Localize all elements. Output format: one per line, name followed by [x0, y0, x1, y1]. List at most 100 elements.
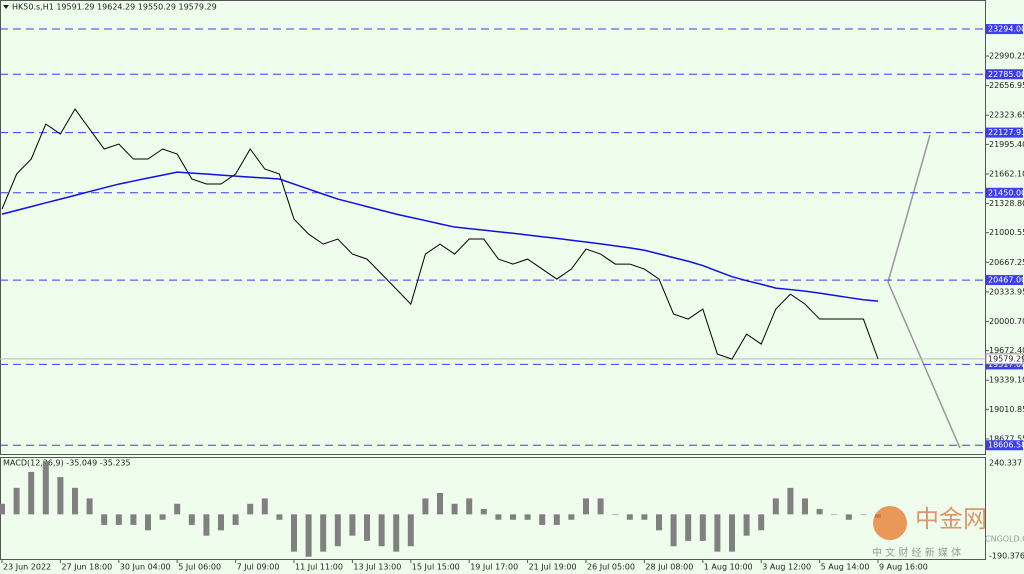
x-tick-label: 19 Jul 17:00 [470, 563, 518, 572]
macd-bar [115, 514, 122, 525]
macd-bar [0, 503, 5, 515]
x-tick-label: 9 Aug 16:00 [879, 563, 928, 572]
x-tick-label: 1 Aug 10:00 [704, 563, 753, 572]
x-tick-label: 13 Jul 13:00 [353, 563, 401, 572]
macd-bar [670, 514, 677, 547]
watermark-brand: 中金网 [915, 505, 987, 533]
level-box [986, 359, 1023, 370]
y-tick-label: 20667.25 [989, 258, 1024, 267]
y-tick-label: 22990.25 [989, 52, 1024, 61]
macd-bar [57, 477, 64, 515]
macd-bar [291, 514, 297, 552]
macd-bar [451, 503, 458, 515]
macd-bar [626, 514, 633, 520]
macd-bar [422, 498, 429, 515]
macd-bar [145, 514, 151, 531]
macd-bar [787, 487, 794, 515]
x-tick-label: 3 Aug 12:00 [762, 563, 811, 572]
macd-bar [845, 514, 852, 520]
macd-bar [188, 514, 195, 525]
macd-bar [524, 514, 531, 520]
level-box [986, 440, 1023, 451]
macd-bar [320, 514, 327, 552]
y-tick-label: -190.376 [989, 552, 1024, 561]
y-tick-label: 19010.85 [989, 405, 1024, 414]
macd-bar [743, 514, 750, 536]
macd-bar [305, 514, 312, 557]
level-label: 23294.00 [988, 25, 1024, 34]
macd-bar [729, 514, 735, 552]
x-tick-label: 5 Jul 06:00 [178, 563, 221, 572]
y-tick-label: 21662.10 [989, 169, 1024, 178]
level-box [986, 127, 1023, 138]
macd-bar [583, 498, 589, 515]
macd-bar [641, 514, 648, 520]
watermark-logo [873, 506, 907, 540]
y-tick-label: 21000.55 [989, 228, 1024, 237]
y-tick-label: 240.337 [989, 459, 1022, 468]
macd-bar [393, 514, 400, 552]
macd-bar [13, 487, 20, 515]
macd-bar [656, 514, 662, 531]
macd-bar [758, 514, 765, 531]
macd-bar [203, 514, 210, 536]
macd-bar [334, 514, 341, 547]
macd-bar [553, 514, 560, 525]
macd-bar [437, 493, 443, 515]
level-label: 22127.93 [988, 128, 1024, 137]
watermark-slogan: 中 文 财 经 新 媒 体 [872, 546, 961, 559]
level-label: 22785.00 [988, 70, 1024, 79]
current-label: 19579.29 [988, 354, 1024, 363]
x-tick-label: 15 Jul 15:00 [412, 563, 460, 572]
macd-bar [466, 498, 473, 515]
macd-bar [612, 514, 619, 515]
macd-bar [159, 514, 166, 520]
x-tick-label: 28 Jul 08:00 [645, 563, 693, 572]
y-tick-label: 19339.10 [989, 376, 1024, 385]
x-tick-label: 30 Jun 04:00 [120, 563, 171, 572]
level-box [986, 24, 1023, 35]
macd-bar [816, 508, 823, 515]
trend-arrow [887, 134, 931, 283]
macd-bar [349, 514, 356, 536]
watermark-site: CNGOLD.COM [985, 535, 1024, 544]
current-box [985, 353, 1024, 365]
y-tick-label: 21328.80 [989, 199, 1024, 208]
macd-bar [597, 498, 604, 515]
x-tick-label: 5 Aug 14:00 [821, 563, 870, 572]
y-tick-label: 22656.95 [989, 81, 1024, 90]
macd-bar [480, 508, 487, 515]
watermark: 中金网 CNGOLD.COM 中 文 财 经 新 媒 体 [872, 505, 1024, 559]
level-box [986, 275, 1023, 286]
macd-bar [685, 514, 692, 541]
x-tick-label: 21 Jul 19:00 [529, 563, 577, 572]
macd-bar [568, 514, 575, 520]
macd-bar [101, 514, 108, 525]
macd-bar [802, 498, 808, 515]
y-tick-label: 20000.70 [989, 317, 1024, 326]
macd-bar [772, 498, 779, 515]
x-tick-label: 23 Jun 2022 [3, 563, 51, 572]
macd-bar [174, 503, 181, 515]
macd-bar [378, 514, 385, 547]
y-tick-label: 20333.95 [989, 287, 1024, 296]
macd-bar [539, 514, 546, 525]
x-tick-label: 7 Jul 09:00 [237, 563, 280, 572]
macd-bar [218, 514, 224, 531]
chart-title: HK50.s,H1 19591.29 19624.29 19550.29 195… [12, 3, 217, 12]
macd-bar [28, 471, 35, 515]
menu-arrow[interactable] [3, 5, 9, 9]
macd-bar [261, 498, 268, 515]
price-line [1, 108, 879, 360]
macd-bar [72, 487, 78, 515]
trend-arrow [887, 281, 961, 449]
macd-bar [276, 514, 283, 520]
y-tick-label: 18677.55 [989, 434, 1024, 443]
macd-bar [699, 514, 706, 541]
level-label: 18606.58 [988, 441, 1024, 450]
level-label: 19517.00 [988, 360, 1024, 369]
x-tick-label: 27 Jun 18:00 [61, 563, 112, 572]
macd-bar [247, 503, 254, 515]
macd-bar [860, 514, 867, 515]
